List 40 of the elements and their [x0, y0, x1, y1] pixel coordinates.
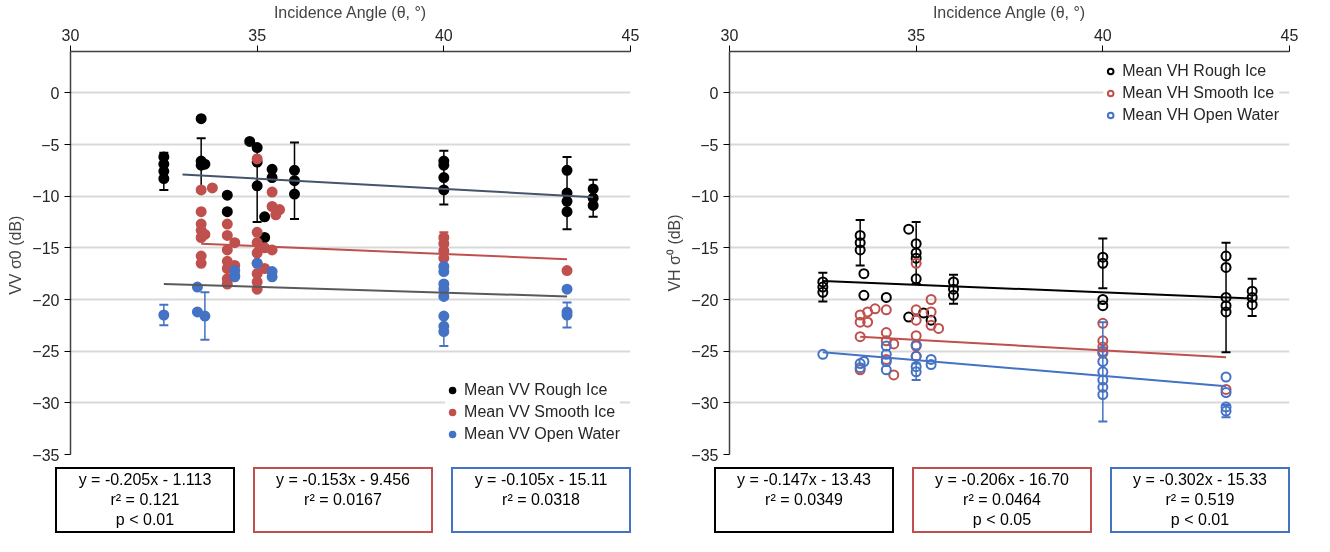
y-axis-title: VH σ⁰ (dB): [666, 214, 684, 292]
legend-label: Mean VH Smooth Ice: [1122, 84, 1275, 102]
y-tick-label: 0: [50, 84, 60, 102]
y-tick-label: −15: [691, 239, 719, 257]
y-tick-label: −10: [691, 188, 719, 206]
y-tick-label: −25: [32, 343, 60, 361]
legend-label: Mean VH Open Water: [1122, 106, 1279, 124]
x-tick-label: 40: [1093, 26, 1112, 44]
x-tick-label: 35: [248, 26, 267, 44]
text: y = -0.205x - 1.113 r² = 0.121 p < 0.01: [78, 470, 212, 530]
legend-label: Mean VV Rough Ice: [464, 381, 608, 399]
y-tick-label: −35: [32, 446, 60, 464]
x-tick-label: 45: [1280, 26, 1299, 44]
y-tick-label: −25: [691, 343, 719, 361]
x-tick-label: 45: [621, 26, 640, 44]
legend-label: Mean VH Rough Ice: [1122, 62, 1267, 80]
y-tick-label: −20: [32, 291, 60, 309]
y-tick-label: −30: [32, 394, 60, 412]
y-axis-title: VV σ0 (dB): [7, 215, 25, 295]
y-tick-label: −35: [691, 446, 719, 464]
text: y = -0.105x - 15.11 r² = 0.0318: [474, 470, 608, 510]
y-tick-label: −5: [41, 136, 60, 154]
x-axis-title: Incidence Angle (θ, °): [273, 3, 427, 21]
text: y = -0.206x - 16.70 r² = 0.0464 p < 0.05: [935, 470, 1069, 530]
x-tick-label: 30: [61, 26, 80, 44]
text: y = -0.153x - 9.456 r² = 0.0167: [276, 470, 410, 510]
x-tick-label: 30: [720, 26, 739, 44]
y-tick-label: −20: [691, 291, 719, 309]
y-tick-label: −5: [700, 136, 719, 154]
y-tick-label: −30: [691, 394, 719, 412]
x-axis-title: Incidence Angle (θ, °): [932, 3, 1086, 21]
text: y = -0.302x - 15.33 r² = 0.519 p < 0.01: [1133, 470, 1267, 530]
text: y = -0.147x - 13.43 r² = 0.0349: [737, 470, 871, 510]
y-tick-label: 0: [709, 84, 719, 102]
y-tick-label: −10: [32, 188, 60, 206]
y-tick-label: −15: [32, 239, 60, 257]
legend-label: Mean VV Smooth Ice: [464, 403, 616, 421]
legend-label: Mean VV Open Water: [464, 425, 620, 443]
x-tick-label: 40: [434, 26, 453, 44]
x-tick-label: 35: [907, 26, 926, 44]
